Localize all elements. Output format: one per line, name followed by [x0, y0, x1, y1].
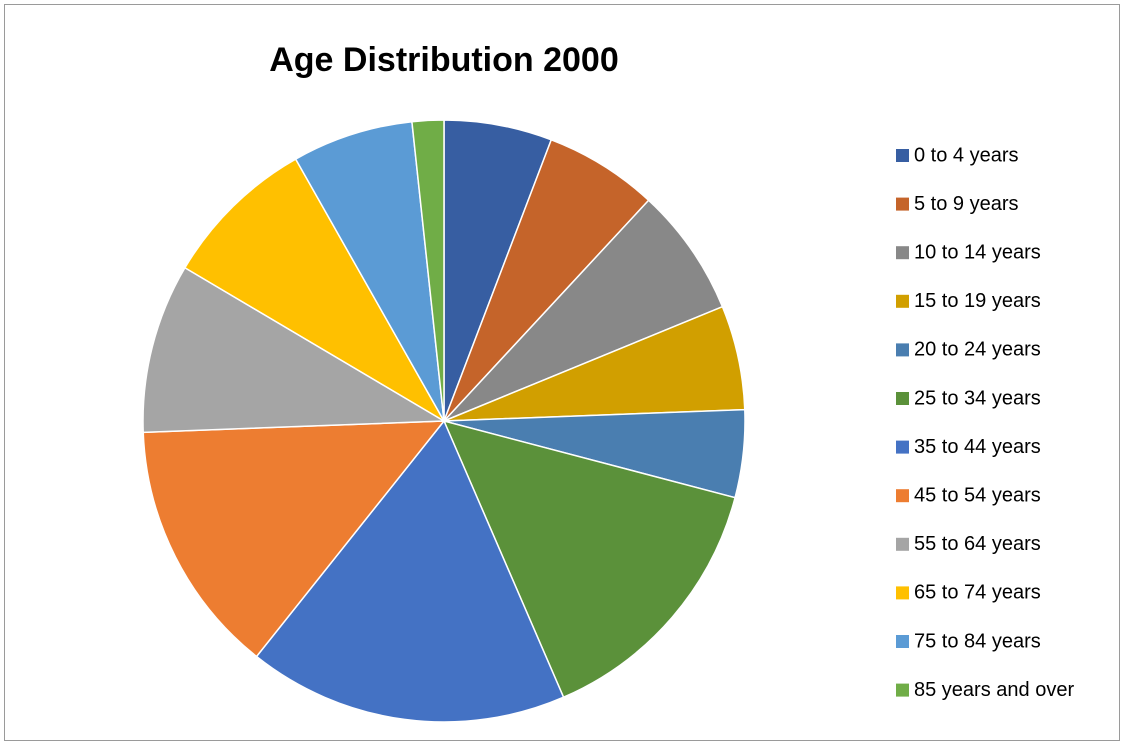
- legend-swatch: [896, 294, 909, 308]
- pie: [142, 119, 746, 723]
- legend-label: 20 to 24 years: [914, 339, 1041, 361]
- legend-swatch: [896, 440, 909, 454]
- legend-label: 65 to 74 years: [914, 582, 1041, 604]
- pie-slice: [142, 420, 446, 658]
- legend-swatch: [896, 489, 909, 503]
- legend-swatch: [896, 197, 909, 211]
- pie-slice: [255, 419, 565, 723]
- legend-label: 0 to 4 years: [914, 144, 1019, 166]
- pie-slice: [411, 119, 445, 422]
- legend-swatch: [896, 246, 909, 260]
- legend-swatch: [896, 635, 909, 648]
- legend-swatch: [896, 537, 909, 551]
- legend-swatch: [896, 392, 909, 405]
- legend-label: 15 to 19 years: [914, 290, 1041, 312]
- pie-slice: [294, 120, 445, 422]
- legend-label: 35 to 44 years: [914, 436, 1041, 458]
- legend-label: 55 to 64 years: [914, 533, 1041, 555]
- pie-slice: [443, 199, 724, 422]
- pie-slice: [183, 158, 447, 424]
- legend-label: 10 to 14 years: [914, 241, 1041, 263]
- legend-label: 75 to 84 years: [914, 630, 1041, 652]
- legend-label: 85 years and over: [914, 679, 1074, 701]
- legend-label: 45 to 54 years: [914, 484, 1041, 506]
- legend-label: 25 to 34 years: [914, 387, 1041, 409]
- pie-slice: [142, 266, 447, 434]
- legend-swatch: [896, 586, 909, 600]
- chart-title: Age Distribution 2000: [269, 41, 619, 79]
- legend-swatch: [896, 343, 909, 357]
- legend-swatch: [896, 149, 909, 162]
- pie-slice: [442, 419, 736, 699]
- legend: 0 to 4 years 5 to 9 years 10 to 14 years 15…: [896, 144, 1074, 701]
- legend-swatch: [896, 683, 909, 697]
- legend-label: 5 to 9 years: [914, 193, 1019, 215]
